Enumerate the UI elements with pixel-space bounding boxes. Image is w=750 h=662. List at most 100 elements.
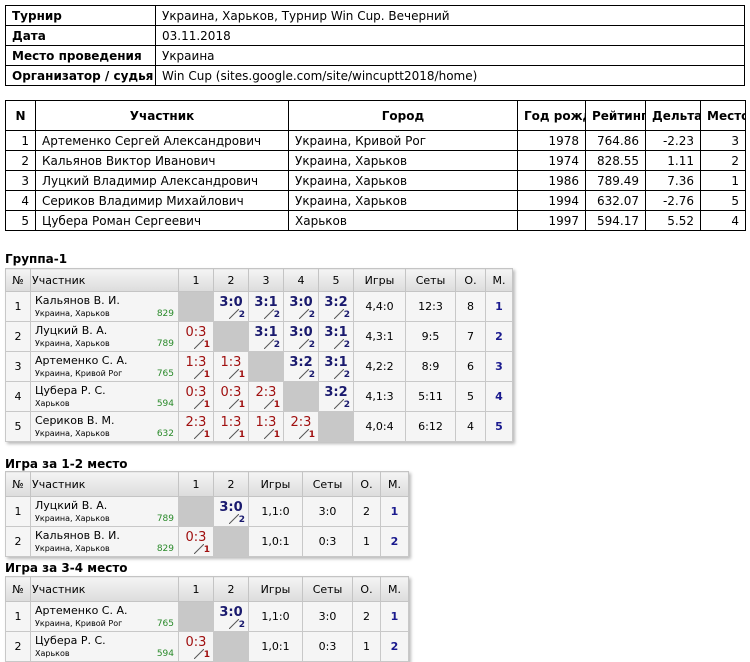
player-city: Харьков — [35, 399, 70, 408]
result-cell: 3:0 2 — [283, 321, 319, 352]
score: 3:0 — [219, 295, 243, 310]
group-title: Группа-1 — [5, 252, 68, 266]
column-header: Участник — [30, 268, 179, 292]
player-sub: Украина, Харьков 829 — [35, 544, 174, 554]
match-points: 1 — [238, 370, 245, 380]
column-header: Игры — [353, 268, 406, 292]
slash-line — [334, 309, 344, 319]
participant-cell: 3 — [5, 170, 36, 191]
slash — [194, 369, 204, 379]
player-rating: 765 — [156, 369, 174, 379]
column-header: Сеты — [302, 576, 353, 602]
group-table: № Участник 1 2 Игры Сеты О. М. 1 Луцкий В. А. Укра… — [5, 471, 409, 557]
match-points: 1 — [273, 400, 280, 410]
match-points: 1 — [203, 430, 210, 440]
slash — [264, 309, 274, 319]
row-number: 1 — [5, 601, 31, 632]
slash — [264, 339, 274, 349]
score: 3:1 — [254, 325, 278, 340]
player-city: Украина, Харьков — [35, 309, 110, 318]
column-header: N — [5, 100, 36, 131]
participant-cell: Луцкий Владимир Александрович — [35, 170, 289, 191]
result-cell: 0:3 1 — [178, 526, 214, 557]
participant-cell: 4 — [700, 210, 746, 231]
participant-row: 2 Кальянов Виктор Иванович Украина, Харько… — [5, 150, 746, 171]
games: 1,0:1 — [248, 631, 303, 662]
sets: 0:3 — [302, 631, 353, 662]
place: 5 — [485, 411, 513, 442]
place: 2 — [485, 321, 513, 352]
info-value: Украина — [155, 45, 745, 66]
slash — [299, 339, 309, 349]
result-cell: 3:1 2 — [318, 351, 354, 382]
player-row: 2 Цубера Р. С. Харьков 594 0:3 1 1,0:1 0:3 1 2 — [5, 631, 409, 662]
participant-cell: Цубера Роман Сергеевич — [35, 210, 289, 231]
slash-line — [264, 309, 274, 319]
sets: 0:3 — [302, 526, 353, 557]
slash-line — [194, 339, 204, 349]
column-header: Участник — [30, 471, 179, 497]
participant-cell: 5 — [5, 210, 36, 231]
result-cell — [178, 291, 214, 322]
score: 1:3 — [220, 355, 242, 370]
points: 1 — [352, 631, 381, 662]
sets: 8:9 — [405, 351, 456, 382]
info-table: Турнир Украина, Харьков, Турнир Win Cup. … — [5, 5, 745, 86]
player-rating: 594 — [156, 649, 174, 659]
group-body: 1 Артеменко С. А. Украина, Кривой Рог 765 3:… — [5, 601, 409, 662]
column-header: 1 — [178, 268, 214, 292]
score: 1:3 — [220, 415, 242, 430]
slash — [194, 339, 204, 349]
group-table: № Участник 1 2 3 4 5 Игры Сеты О. М. 1 Кальянов В. И… — [5, 268, 513, 442]
participant-cell: Украина, Харьков — [288, 150, 518, 171]
player-name: Кальянов В. И. — [35, 294, 120, 307]
score: 3:0 — [219, 605, 243, 620]
group-body: 1 Луцкий В. А. Украина, Харьков 789 3:0 2 1,1:… — [5, 496, 409, 557]
group-head: № Участник 1 2 Игры Сеты О. М. — [5, 576, 409, 602]
participant-cell: 5 — [700, 190, 746, 211]
result-cell — [178, 601, 214, 632]
score: 0:3 — [185, 325, 207, 340]
sets: 6:12 — [405, 411, 456, 442]
player-name: Луцкий В. А. — [35, 499, 108, 512]
result-cell — [318, 411, 354, 442]
sets: 3:0 — [302, 601, 353, 632]
sets: 5:11 — [405, 381, 456, 412]
player-row: 2 Луцкий В. А. Украина, Харьков 789 0:3 1 3:1 2… — [5, 321, 513, 352]
match-points: 1 — [308, 430, 315, 440]
match-points: 2 — [343, 370, 350, 380]
match-points: 2 — [238, 620, 245, 630]
place: 2 — [380, 526, 409, 557]
player-row: 4 Цубера Р. С. Харьков 594 0:3 1 0:3 1 2:3 1 3:2 2 4… — [5, 381, 513, 412]
player-sub: Харьков 594 — [35, 399, 174, 409]
group-body: 1 Кальянов В. И. Украина, Харьков 829 3:0 2 3:… — [5, 291, 513, 442]
match-points: 2 — [308, 370, 315, 380]
result-cell: 0:3 1 — [178, 381, 214, 412]
player-rating: 829 — [156, 544, 174, 554]
column-header: Рейтинг — [585, 100, 646, 131]
points: 1 — [352, 526, 381, 557]
slash — [194, 399, 204, 409]
player-row: 3 Артеменко С. А. Украина, Кривой Рог 765 1:… — [5, 351, 513, 382]
result-cell: 3:0 2 — [213, 601, 249, 632]
place: 1 — [380, 601, 409, 632]
row-number: 2 — [5, 631, 31, 662]
match-points: 1 — [238, 430, 245, 440]
player-cell: Артеменко С. А. Украина, Кривой Рог 765 — [30, 351, 179, 382]
result-cell — [213, 321, 249, 352]
result-cell: 1:3 1 — [178, 351, 214, 382]
participant-row: 1 Артеменко Сергей Александрович Украина, … — [5, 130, 746, 151]
sets: 12:3 — [405, 291, 456, 322]
row-number: 4 — [5, 381, 31, 412]
points: 2 — [352, 601, 381, 632]
group-head: № Участник 1 2 3 4 5 Игры Сеты О. М. — [5, 268, 513, 292]
slash-line — [194, 369, 204, 379]
score: 0:3 — [185, 530, 207, 545]
column-header: Игры — [248, 576, 303, 602]
row-number: 3 — [5, 351, 31, 382]
slash — [334, 369, 344, 379]
column-header: 1 — [178, 471, 214, 497]
column-header: 2 — [213, 268, 249, 292]
place: 1 — [380, 496, 409, 527]
slash-line — [194, 399, 204, 409]
